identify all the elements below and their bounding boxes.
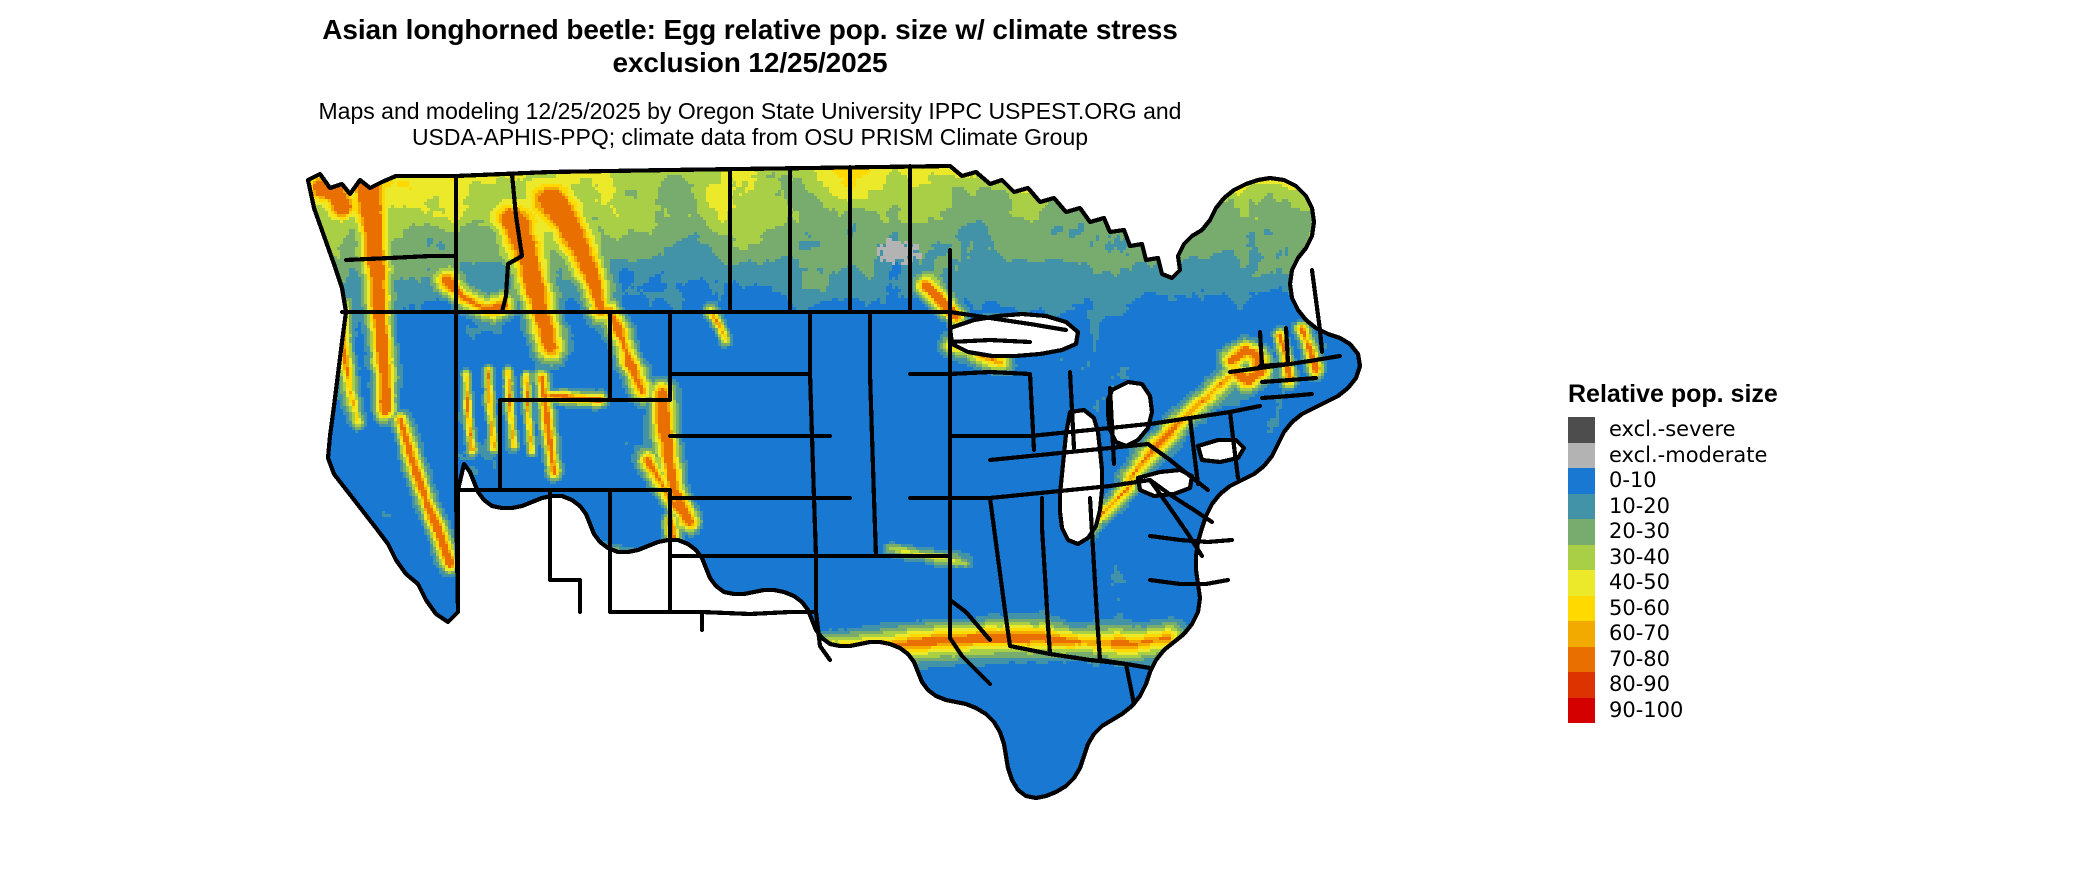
state-border-36 (987, 495, 1013, 649)
legend-item: 10-20 (1568, 493, 1898, 519)
legend-item: 60-70 (1568, 621, 1898, 647)
legend-item-label: 20-30 (1609, 519, 1671, 544)
legend-color-swatch (1568, 621, 1595, 647)
legend-item-label: 10-20 (1609, 493, 1671, 518)
state-border-53 (1147, 477, 1215, 525)
state-border-61 (1257, 329, 1265, 369)
state-boundaries-layer (305, 163, 1363, 801)
raster-class-77ac6e (334, 169, 1324, 664)
legend: Relative pop. size excl.-severe excl.-mod… (1568, 382, 1898, 723)
title-block: Asian longhorned beetle: Egg relative po… (0, 14, 1500, 151)
legend-color-swatch (1568, 442, 1595, 468)
raster-class-1878d2 (328, 262, 1360, 798)
state-border-3 (499, 171, 525, 315)
state-border-66 (1309, 267, 1325, 355)
legend-item-label: 70-80 (1609, 646, 1671, 671)
legend-item: 40-50 (1568, 570, 1898, 596)
legend-color-swatch (1568, 595, 1595, 621)
legend-item: 20-30 (1568, 519, 1898, 545)
state-border-15 (547, 551, 583, 615)
state-border-45 (987, 441, 1151, 463)
legend-item: excl.-moderate (1568, 442, 1898, 468)
state-border-51 (947, 337, 1033, 345)
legend-item-label: 0-10 (1609, 468, 1657, 493)
state-border-57 (1147, 403, 1263, 427)
state-border-64 (1259, 375, 1319, 385)
legend-item: 30-40 (1568, 544, 1898, 570)
national-boundary (305, 163, 1363, 801)
legend-color-swatch (1568, 493, 1595, 519)
great-lake-2 (947, 311, 1081, 359)
state-border-49 (1107, 385, 1117, 467)
legend-item-label: 50-60 (1609, 595, 1671, 620)
state-border-59 (1227, 409, 1241, 481)
legend-item: 0-10 (1568, 468, 1898, 494)
state-border-44 (987, 477, 1153, 501)
state-border-39 (1039, 495, 1053, 657)
legend-item-label: 90-100 (1609, 697, 1684, 722)
legend-color-swatch (1568, 697, 1595, 723)
legend-item-label: 80-90 (1609, 672, 1671, 697)
state-border-58 (1187, 415, 1201, 487)
raster-class-ece82a (310, 166, 1321, 655)
state-border-46 (1027, 421, 1151, 439)
legend-item: 90-100 (1568, 697, 1898, 723)
great-lake-4 (1135, 467, 1195, 499)
legend-color-swatch (1568, 544, 1595, 570)
state-border-28 (867, 309, 879, 559)
state-border-68 (947, 309, 1069, 333)
state-border-38 (947, 597, 993, 687)
legend-item: 80-90 (1568, 672, 1898, 698)
great-lake-3 (1105, 379, 1155, 449)
state-border-40 (1087, 495, 1103, 663)
legend-item-label: excl.-severe (1609, 417, 1736, 442)
legend-item: 70-80 (1568, 646, 1898, 672)
us-choropleth-map (305, 163, 1363, 801)
state-border-67 (907, 247, 953, 315)
state-border-47 (1027, 371, 1037, 453)
state-border-63 (1257, 353, 1343, 369)
legend-color-swatch (1568, 570, 1595, 596)
legend-color-swatch (1568, 519, 1595, 545)
legend-color-swatch (1568, 672, 1595, 698)
state-border-29 (699, 609, 819, 617)
state-border-55 (1147, 533, 1235, 545)
state-border-27 (807, 309, 819, 559)
raster-class-a8cf45 (313, 166, 1324, 658)
state-border-16 (607, 551, 673, 615)
legend-item-label: excl.-moderate (1609, 442, 1768, 467)
state-border-48 (1067, 369, 1077, 451)
legend-item: excl.-severe (1568, 417, 1898, 443)
legend-title: Relative pop. size (1568, 380, 1778, 408)
state-border-30 (813, 553, 833, 663)
legend-item-label: 40-50 (1609, 570, 1671, 595)
page-subtitle: Maps and modeling 12/25/2025 by Oregon S… (318, 97, 1182, 151)
state-border-54 (1147, 477, 1205, 559)
legend-item-label: 60-70 (1609, 621, 1671, 646)
state-border-31 (873, 553, 953, 603)
legend-item: 50-60 (1568, 595, 1898, 621)
legend-item-list: excl.-severe excl.-moderate 0-10 10-20 20-30… (1568, 417, 1898, 723)
state-border-43 (1123, 661, 1137, 707)
state-border-56 (1147, 577, 1231, 587)
state-border-5 (453, 309, 461, 615)
legend-color-swatch (1568, 417, 1595, 443)
state-border-65 (1259, 391, 1315, 401)
page-title: Asian longhorned beetle: Egg relative po… (322, 14, 1178, 78)
state-border-37 (947, 597, 993, 643)
raster-layer (310, 166, 1360, 798)
state-border-50 (947, 369, 1033, 377)
state-border-1 (343, 253, 459, 263)
legend-color-swatch (1568, 468, 1595, 494)
legend-item-label: 30-40 (1609, 544, 1671, 569)
state-border-17 (667, 487, 705, 633)
legend-color-swatch (1568, 646, 1595, 672)
state-border-62 (1283, 325, 1291, 365)
map-canvas (250, 160, 1450, 880)
